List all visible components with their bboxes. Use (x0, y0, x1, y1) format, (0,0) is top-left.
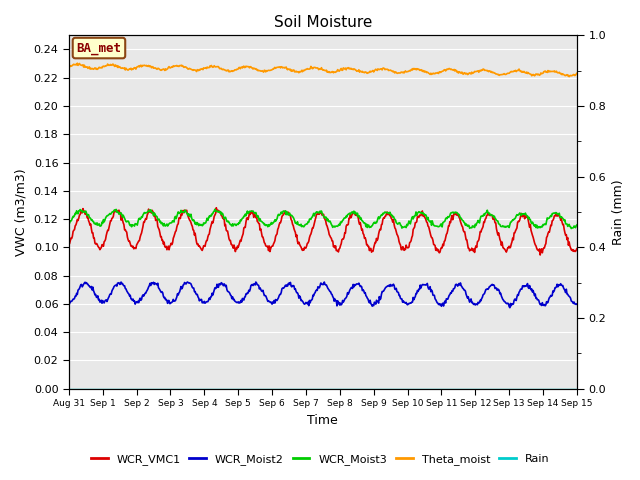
Legend: WCR_VMC1, WCR_Moist2, WCR_Moist3, Theta_moist, Rain: WCR_VMC1, WCR_Moist2, WCR_Moist3, Theta_… (86, 450, 554, 469)
Title: Soil Moisture: Soil Moisture (274, 15, 372, 30)
Y-axis label: VWC (m3/m3): VWC (m3/m3) (15, 168, 28, 256)
Y-axis label: Rain (mm): Rain (mm) (612, 179, 625, 245)
X-axis label: Time: Time (307, 414, 339, 427)
Text: BA_met: BA_met (76, 42, 122, 55)
